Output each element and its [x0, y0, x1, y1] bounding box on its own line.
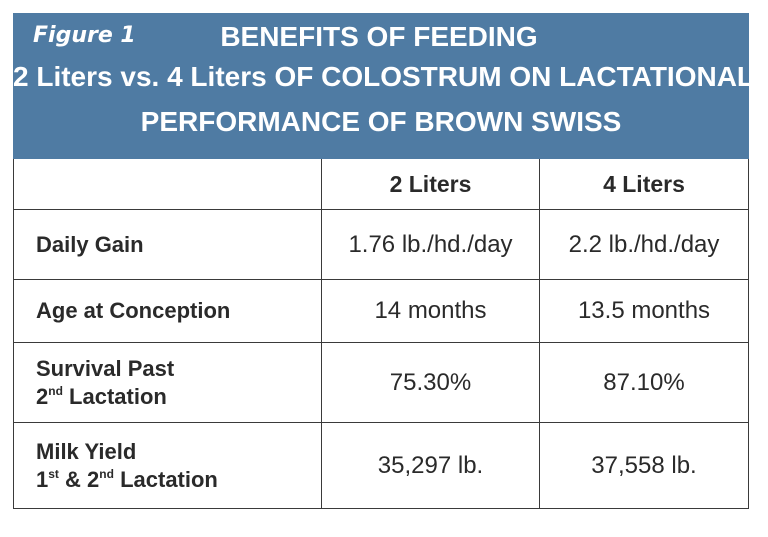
- ordinal-suffix: st: [48, 467, 59, 481]
- row-label: Milk Yield 1st & 2nd Lactation: [14, 423, 321, 509]
- table-header-row: 2 Liters 4 Liters: [14, 159, 748, 209]
- row-label-line-2: 1st & 2nd Lactation: [36, 466, 218, 494]
- header-4-liters: 4 Liters: [539, 159, 748, 209]
- value-4-liters: 87.10%: [539, 343, 748, 422]
- figure: Figure 1 BENEFITS OF FEEDING 2 Liters vs…: [13, 13, 755, 509]
- row-label: Daily Gain: [36, 231, 144, 257]
- value-4-liters: 2.2 lb./hd./day: [539, 210, 748, 279]
- table-row: Age at Conception 14 months 13.5 months: [14, 279, 748, 342]
- ordinal-number: 1: [36, 467, 49, 492]
- comparison-table: 2 Liters 4 Liters Daily Gain 1.76 lb./hd…: [13, 159, 749, 509]
- ordinal-suffix: nd: [48, 383, 63, 398]
- ordinal-suffix: nd: [99, 467, 114, 481]
- title-line-1: BENEFITS OF FEEDING: [220, 21, 538, 52]
- table-row: Milk Yield 1st & 2nd Lactation 35,297 lb…: [14, 422, 748, 509]
- label-text: Lactation: [113, 467, 218, 492]
- table-row: Survival Past 2nd Lactation 75.30% 87.10…: [14, 342, 748, 422]
- row-label: Survival Past 2nd Lactation: [14, 343, 321, 422]
- value-4-liters: 37,558 lb.: [539, 423, 748, 509]
- row-label: Age at Conception: [36, 298, 231, 323]
- value-2-liters: 14 months: [321, 280, 539, 342]
- value-2-liters: 35,297 lb.: [321, 423, 539, 509]
- ampersand: &: [58, 467, 88, 492]
- value-2-liters: 75.30%: [321, 343, 539, 422]
- value-4-liters: 13.5 months: [539, 280, 748, 342]
- figure-label: Figure 1: [33, 23, 136, 48]
- title-line-2: 2 Liters vs. 4 Liters OF COLOSTRUM ON LA…: [13, 61, 755, 92]
- header-2-liters: 2 Liters: [321, 159, 539, 209]
- value-2-liters: 1.76 lb./hd./day: [321, 210, 539, 279]
- label-text: Lactation: [62, 383, 167, 409]
- header-empty-cell: [14, 159, 321, 209]
- ordinal-number: 2: [87, 467, 100, 492]
- row-label-line-2: 2nd Lactation: [36, 383, 174, 411]
- title-line-3: PERFORMANCE OF BROWN SWISS: [140, 106, 622, 137]
- row-label-line-1: Milk Yield: [36, 439, 137, 464]
- row-label-line-1: Survival Past: [36, 355, 175, 381]
- ordinal-number: 2: [36, 383, 49, 409]
- title-banner: Figure 1 BENEFITS OF FEEDING 2 Liters vs…: [13, 13, 755, 159]
- table-row: Daily Gain 1.76 lb./hd./day 2.2 lb./hd./…: [14, 209, 748, 279]
